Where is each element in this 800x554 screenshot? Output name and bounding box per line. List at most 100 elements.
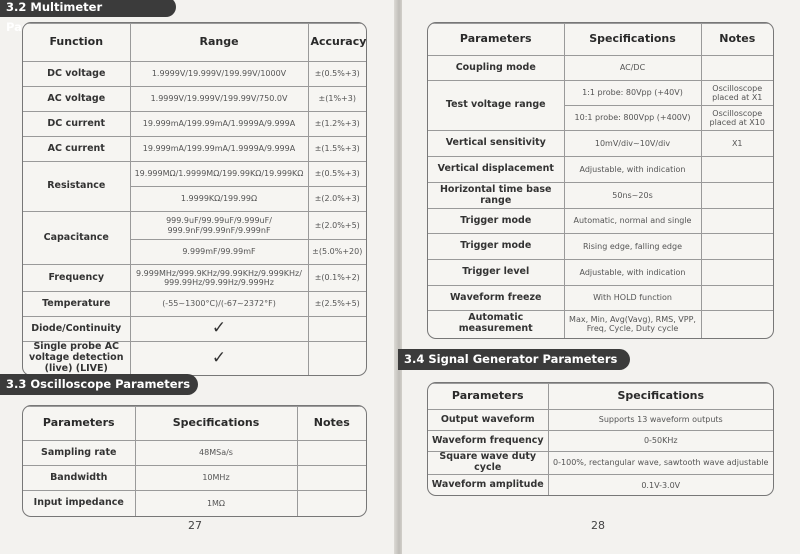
table-row: Bandwidth 10MHz <box>23 465 366 491</box>
spec-cell: 0-50KHz <box>547 430 773 452</box>
column-header: Parameters <box>23 406 136 441</box>
notes-cell <box>700 310 773 338</box>
row-label: Input impedance <box>23 490 136 516</box>
table-row: Capacitance 999.9uF/99.99uF/9.999uF/ 999.… <box>23 211 366 265</box>
table: Parameters Specifications Notes Sampling ra… <box>23 406 366 516</box>
spec-cell: Rising edge, falling edge <box>563 233 702 260</box>
range-cell: (-55~1300°C)/(-67~2372°F) <box>129 291 309 317</box>
row-label: Vertical sensitivity <box>428 130 565 157</box>
accuracy-cell: ±(1%+3) <box>307 86 366 112</box>
oscilloscope-continued-table: Parameters Specifications Notes Coupling mo… <box>427 22 774 339</box>
header-row: Parameters Specifications Notes <box>23 406 366 441</box>
spec-cell: 1:1 probe: 80Vpp (+40V) <box>563 80 702 106</box>
range-cell: 19.999mA/199.99mA/1.9999A/9.999A <box>129 111 309 137</box>
accuracy-cell: ±(0.5%+3) <box>307 161 366 187</box>
multimeter-table: Function Range Accuracy DC voltage 1.9999V/1… <box>22 22 367 376</box>
signal-generator-table: Parameters Specifications Output waveform S… <box>427 382 774 497</box>
accuracy-cell: ±(0.1%+2) <box>307 264 366 292</box>
spec-cell: 1MΩ <box>134 490 298 516</box>
table-row: Square wave duty cycle 0-100%, rectangula… <box>428 451 773 475</box>
spec-cell: 50ns~20s <box>563 182 702 209</box>
row-label: Sampling rate <box>23 440 136 466</box>
row-label: Vertical displacement <box>428 156 565 183</box>
header-row: Parameters Specifications Notes <box>428 23 773 56</box>
spec-cell: 10:1 probe: 800Vpp (+400V) <box>564 105 702 131</box>
spec-cell: AC/DC <box>563 55 702 81</box>
book-gutter <box>394 0 404 554</box>
accuracy-cell: ±(1.5%+3) <box>307 136 366 162</box>
table-row: Sampling rate 48MSa/s <box>23 440 366 466</box>
table: Function Range Accuracy DC voltage 1.9999V/1… <box>23 23 366 375</box>
table-row: DC current 19.999mA/199.99mA/1.9999A/9.99… <box>23 111 366 137</box>
row-label: Output waveform <box>428 409 549 431</box>
header-row: Function Range Accuracy <box>23 23 366 62</box>
table-row: Automatic measurement Max, Min, Avg(Vavg)… <box>428 310 773 338</box>
notes-cell: Oscilloscope placed at X10 <box>700 105 773 131</box>
table-row: 10:1 probe: 800Vpp (+400V) Oscilloscope p… <box>428 105 773 131</box>
row-label: Waveform frequency <box>428 430 549 452</box>
table-row: Input impedance 1MΩ <box>23 490 366 516</box>
range-cell: 19.999mA/199.99mA/1.9999A/9.999A <box>129 136 309 162</box>
row-label: Waveform amplitude <box>428 473 549 496</box>
row-label: DC voltage <box>23 61 131 87</box>
page-number: 27 <box>188 519 202 532</box>
table: Parameters Specifications Output waveform S… <box>428 383 773 496</box>
accuracy-cell: ±(2.0%+5) <box>307 211 366 240</box>
row-label: DC current <box>23 111 131 137</box>
row-label: Trigger mode <box>428 208 565 234</box>
column-header: Function <box>23 23 131 62</box>
notes-cell <box>700 259 773 286</box>
table-row: Temperature (-55~1300°C)/(-67~2372°F) ±(2.… <box>23 291 366 317</box>
row-label: Frequency <box>23 264 131 292</box>
notes-cell <box>700 233 773 260</box>
row-label: Waveform freeze <box>428 285 565 311</box>
notes-cell <box>700 55 773 81</box>
page-number: 28 <box>591 519 605 532</box>
notes-cell <box>700 285 773 311</box>
table-row: 1.9999KΩ/199.99Ω ±(2.0%+3) <box>23 186 366 212</box>
notes-cell: Oscilloscope placed at X1 <box>700 80 773 106</box>
column-header: Notes <box>700 23 773 56</box>
table-row: Waveform freeze With HOLD function <box>428 285 773 311</box>
accuracy-cell: ±(1.2%+3) <box>307 111 366 137</box>
notes-cell <box>700 182 773 209</box>
accuracy-cell: ±(2.0%+3) <box>307 186 366 212</box>
empty-cell <box>307 316 366 342</box>
spec-cell: 10mV/div~10V/div <box>563 130 702 157</box>
table-row: Trigger mode Automatic, normal and single <box>428 208 773 234</box>
page-27: 3.2 Multimeter Parameters FunctionRangeA… <box>0 0 396 554</box>
notes-cell <box>296 490 366 516</box>
row-label: AC current <box>23 136 131 162</box>
row-label: Automatic measurement <box>428 310 565 338</box>
table-row: Resistance 19.999MΩ/1.9999MΩ/199.99KΩ/19.… <box>23 161 366 212</box>
table-row: Trigger mode Rising edge, falling edge <box>428 233 773 260</box>
column-header: Parameters <box>428 383 549 410</box>
row-label: Single probe AC voltage detection (live)… <box>23 340 131 375</box>
spec-cell: Adjustable, with indication <box>563 259 702 286</box>
row-label: Temperature <box>23 291 131 317</box>
notes-cell: X1 <box>700 130 773 157</box>
range-cell: 999.9uF/99.99uF/9.999uF/ 999.9nF/99.99nF… <box>129 211 309 240</box>
column-header: Specifications <box>134 406 298 441</box>
row-label: Trigger mode <box>428 233 565 260</box>
row-label: Square wave duty cycle <box>428 451 549 475</box>
table-row: AC current 19.999mA/199.99mA/1.9999A/9.99… <box>23 136 366 162</box>
table-row: Coupling mode AC/DC <box>428 55 773 81</box>
table-row: Frequency 9.999MHz/999.9KHz/99.99KHz/9.99… <box>23 264 366 292</box>
table-row: Vertical sensitivity 10mV/div~10V/div X1 <box>428 130 773 157</box>
column-header: Parameters <box>428 23 565 56</box>
range-cell: 1.9999V/19.999V/199.99V/1000V <box>129 61 309 87</box>
spec-cell: 10MHz <box>134 465 298 491</box>
oscilloscope-basic-table: Parameters Specifications Notes Sampling ra… <box>22 405 367 517</box>
range-cell: 9.999MHz/999.9KHz/99.99KHz/9.999KHz/ 999… <box>129 264 309 292</box>
checkmark-icon: ✓ <box>129 316 309 342</box>
empty-cell <box>307 340 366 375</box>
row-label: AC voltage <box>23 86 131 112</box>
row-label: Horizontal time base range <box>428 182 565 209</box>
range-cell: 1.9999V/19.999V/199.99V/750.0V <box>129 86 309 112</box>
table-row: Output waveform Supports 13 waveform outp… <box>428 409 773 431</box>
page-28: Parameters Specifications Notes Coupling mo… <box>398 0 800 554</box>
table-row: AC voltage 1.9999V/19.999V/199.99V/750.0V… <box>23 86 366 112</box>
table-row: Single probe AC voltage detection (live)… <box>23 340 366 375</box>
table-row: Trigger level Adjustable, with indication <box>428 259 773 286</box>
